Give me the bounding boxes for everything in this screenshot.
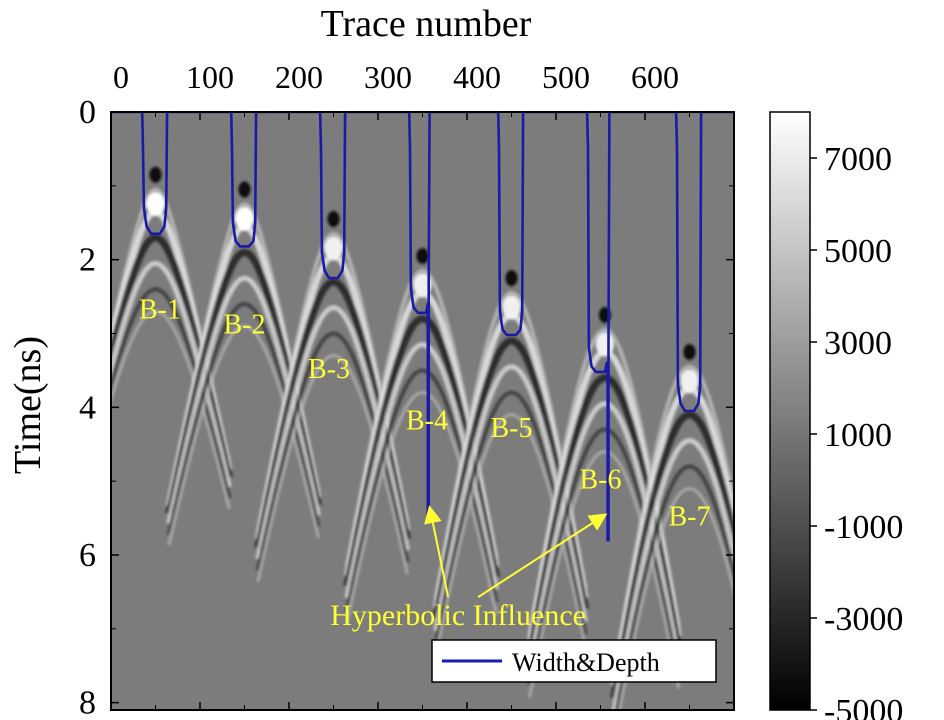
annotation-text: Hyperbolic Influence	[330, 599, 586, 632]
apex-highlight	[146, 192, 165, 217]
target-label: B-2	[224, 309, 266, 340]
annotation-group: Hyperbolic Influence	[330, 505, 608, 632]
reflection-band	[611, 438, 734, 710]
target-labels: B-1 B-2 B-3 B-4 B-5 B-6 B-7	[139, 295, 711, 533]
y-tick-label: 6	[79, 537, 96, 574]
apex-shadow	[416, 247, 429, 264]
apex-shadow	[683, 343, 696, 360]
colorbar-tick-label: 5000	[824, 233, 892, 270]
x-tick-label: 600	[631, 59, 679, 95]
reflection-band	[527, 450, 681, 698]
apex-highlight	[680, 369, 699, 394]
annotation-arrow	[424, 505, 450, 598]
y-tick-label: 4	[79, 389, 96, 426]
colorbar-tick-label: 1000	[824, 417, 892, 454]
reflection-band	[610, 411, 734, 699]
x-tick-label: 300	[364, 59, 412, 95]
radargram-reflections	[111, 166, 734, 710]
target-label: B-6	[580, 465, 622, 496]
hyperbola-B-7	[610, 343, 734, 710]
apex-highlight	[413, 273, 432, 298]
apex-highlight	[595, 332, 614, 357]
y-axis-title: Time(ns)	[7, 336, 49, 474]
plot-area: B-1 B-2 B-3 B-4 B-5 B-6 B-7 Hyperbolic Influen…	[110, 111, 735, 711]
colorbar-tick-label: 7000	[824, 141, 892, 178]
apex-shadow	[149, 166, 162, 183]
reflection-band	[617, 487, 734, 710]
colorbar: 7000 5000 3000 1000 -1000 -3000 -5000	[769, 111, 903, 720]
reflection-band	[111, 309, 231, 510]
colorbar-tick-label: -1000	[824, 509, 903, 546]
apex-shadow	[327, 211, 340, 228]
reflection-band	[614, 464, 734, 710]
x-tick-label: 100	[186, 59, 234, 95]
x-axis-ticks: 0 100 200 300 400 500 600	[110, 59, 690, 710]
y-axis-ticks: 0 2 4 6 8	[79, 94, 734, 720]
legend-entry: Width&Depth	[512, 648, 660, 677]
y-tick-label: 0	[79, 94, 96, 131]
target-label: B-7	[669, 501, 711, 532]
x-axis-title: Trace number	[321, 3, 532, 45]
y-tick-label: 8	[79, 685, 96, 720]
legend: Width&Depth	[431, 639, 717, 683]
x-tick-label: 200	[275, 59, 323, 95]
colorbar-tick-label: 3000	[824, 325, 892, 362]
apex-highlight	[235, 207, 254, 232]
colorbar-ticks: 7000 5000 3000 1000 -1000 -3000 -5000	[810, 141, 903, 720]
apex-highlight	[324, 236, 343, 261]
x-tick-label: 0	[113, 59, 129, 95]
colorbar-tick-label: -3000	[824, 601, 903, 638]
x-tick-label: 400	[453, 59, 501, 95]
apex-shadow	[505, 270, 518, 287]
colorbar-tick-label: -5000	[824, 693, 903, 720]
target-label: B-1	[139, 295, 181, 326]
apex-highlight	[502, 295, 521, 320]
x-tick-label: 500	[542, 59, 590, 95]
reflection-band	[344, 368, 499, 612]
reflection-band	[345, 391, 498, 624]
target-label: B-4	[406, 405, 448, 436]
annotation-arrow	[477, 513, 608, 598]
target-label: B-5	[491, 413, 533, 444]
target-label: B-3	[308, 354, 350, 385]
apex-shadow	[238, 181, 251, 198]
y-tick-label: 2	[79, 242, 96, 279]
colorbar-gradient	[769, 111, 811, 711]
